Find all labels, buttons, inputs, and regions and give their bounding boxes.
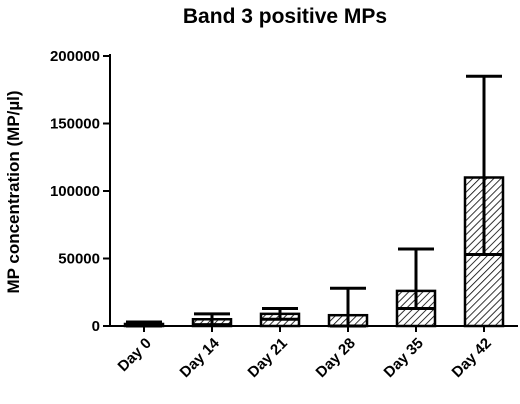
bar (191, 318, 233, 328)
x-tick-label: Day 21 (245, 335, 291, 381)
bar (259, 312, 301, 328)
x-tick-label: Day 14 (177, 334, 224, 381)
x-tick-label: Day 35 (381, 335, 427, 381)
y-axis-label: MP concentration (MP/µl) (4, 90, 23, 293)
chart-title: Band 3 positive MPs (183, 5, 387, 28)
y-tick-label: 50000 (58, 251, 100, 268)
y-tick-label: 0 (92, 318, 100, 335)
plot-area: 0 50000 100000 150000 200000 Day 0 Day 14 Day 2… (50, 48, 518, 381)
y-tick-label: 200000 (50, 48, 100, 65)
x-tick-label: Day 0 (115, 335, 155, 375)
y-tick-label: 100000 (50, 183, 100, 200)
x-tick-label: Day 42 (449, 335, 495, 381)
y-tick-label: 150000 (50, 116, 100, 133)
x-tick-label: Day 28 (313, 335, 359, 381)
bar (327, 313, 369, 328)
bar (463, 176, 505, 328)
bar (123, 322, 165, 328)
bar (395, 289, 437, 328)
